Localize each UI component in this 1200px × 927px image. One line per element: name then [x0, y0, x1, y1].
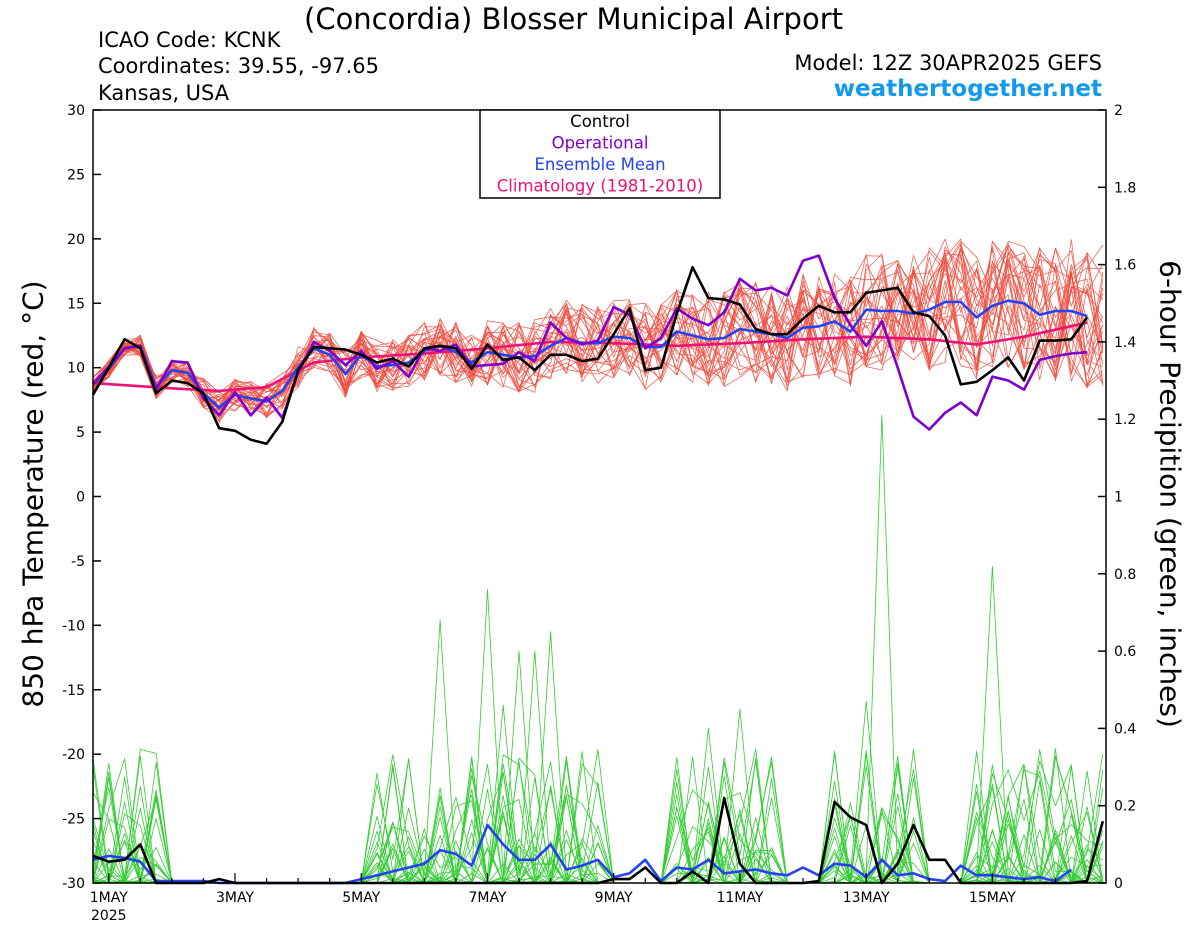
y-left-tick-label: -10: [62, 618, 85, 634]
x-tick-label: 15MAY: [969, 890, 1016, 906]
legend-entry: Ensemble Mean: [534, 155, 665, 174]
control-temp-line: [91, 265, 1089, 446]
legend: Control Operational Ensemble Mean Climatolo…: [479, 109, 721, 199]
model-run: Model: 12Z 30APR2025 GEFS: [794, 51, 1102, 75]
precipitation-member-line: [92, 758, 1104, 884]
y-left-tick-label: 15: [67, 296, 85, 312]
precipitation-member-line: [92, 757, 1104, 884]
temperature-member-line: [92, 244, 1104, 423]
brand-link[interactable]: weathertogether.net: [833, 76, 1102, 102]
y-right-tick-label: 1.6: [1114, 258, 1136, 274]
ensemble-mean-temp-line: [92, 299, 1088, 409]
y-right-tick-label: 1.8: [1114, 180, 1136, 196]
y-right-tick-label: 0.4: [1114, 721, 1136, 737]
y-right-tick-label: 1.2: [1114, 412, 1136, 428]
y-right-tick-label: 2: [1114, 103, 1123, 119]
precipitation-member-line: [93, 756, 1104, 884]
y-left-tick-label: 0: [76, 490, 85, 506]
x-tick-label: 7MAY: [468, 890, 506, 906]
precipitation-member-spike: [865, 414, 899, 876]
precipitation-member-line: [92, 748, 1103, 884]
precipitation-member-spike: [502, 650, 536, 876]
y-left-tick-label: 25: [67, 167, 85, 183]
ensemble-mean-precip-line: [92, 823, 1073, 885]
temperature-member-line: [92, 258, 1104, 407]
control-precip-line: [92, 796, 1105, 885]
icao-code: ICAO Code: KCNK: [98, 28, 281, 52]
plot-frame: [92, 109, 1107, 884]
y-right-tick-label: 0: [1114, 876, 1123, 892]
main-series: [91, 254, 1105, 885]
y-left-tick-label: 20: [67, 232, 85, 248]
x-tick-label: 13MAY: [843, 890, 890, 906]
y-right-tick-label: 0.6: [1114, 644, 1136, 660]
y-right-tick-label: 0.2: [1114, 799, 1136, 815]
temperature-member-line: [92, 250, 1104, 411]
y-left-tick-label: -15: [62, 683, 85, 699]
legend-entry: Climatology (1981-2010): [497, 177, 703, 196]
y-right-tick-label: 1: [1114, 490, 1123, 506]
temperature-member-line: [92, 246, 1104, 419]
legend-entry: Operational: [552, 134, 649, 153]
x-tick-label: 9MAY: [595, 890, 633, 906]
temperature-members: [92, 238, 1104, 423]
precipitation-member-spike: [471, 588, 504, 876]
temperature-member-line: [92, 243, 1104, 418]
legend-box: [479, 109, 721, 199]
precipitation-member-line: [92, 756, 1103, 884]
y-left-tick-label: 5: [76, 425, 85, 441]
x-tick-sublabel: 2025: [91, 908, 127, 924]
temperature-member-line: [92, 248, 1104, 417]
y-right-tick-label: 1.4: [1114, 335, 1136, 351]
temperature-member-line: [92, 240, 1104, 416]
y-left-tick-label: -30: [62, 876, 85, 892]
precipitation-member-spike: [976, 565, 1009, 876]
temperature-member-line: [92, 240, 1104, 404]
y-left-tick-label: 30: [67, 103, 85, 119]
x-tick-label: 5MAY: [342, 890, 380, 906]
y-left-tick-label: 10: [67, 361, 85, 377]
x-tick-label: 3MAY: [216, 890, 254, 906]
y-left-tick-label: -25: [62, 812, 85, 828]
precipitation-member-spike: [487, 704, 520, 876]
legend-entry: Control: [570, 112, 630, 131]
x-tick-label: 1MAY: [90, 890, 128, 906]
precipitation-member-spike: [518, 650, 551, 876]
precipitation-member-line: [92, 748, 1103, 884]
precipitation-member-line: [92, 756, 1104, 884]
x-tick-label: 11MAY: [716, 890, 763, 906]
temperature-member-line: [92, 238, 1104, 411]
precipitation-members: [92, 414, 1104, 884]
precipitation-member-spike: [424, 619, 457, 876]
y-right-tick-label: 0.8: [1114, 567, 1136, 583]
page-title: (Concordia) Blosser Municipal Airport: [304, 2, 844, 36]
precipitation-member-spike: [850, 700, 883, 876]
precipitation-member-line: [92, 749, 1104, 884]
operational-temp-line: [92, 254, 1088, 431]
precipitation-member-spike: [534, 631, 567, 876]
temperature-member-line: [92, 253, 1104, 421]
axes: 302520151050-5-10-15-20-25-3021.81.61.41…: [62, 103, 1136, 924]
coordinates: Coordinates: 39.55, -97.65: [98, 54, 379, 78]
y-left-tick-label: -20: [62, 747, 85, 763]
precipitation-member-line: [92, 762, 1104, 884]
y-left-tick-label: -5: [71, 554, 85, 570]
precipitation-member-line: [92, 749, 1103, 884]
location: Kansas, USA: [98, 81, 230, 105]
precipitation-member-line: [92, 761, 1104, 884]
